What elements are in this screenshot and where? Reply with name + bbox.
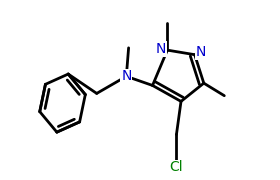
Text: Cl: Cl: [170, 160, 183, 174]
Text: N: N: [156, 42, 166, 56]
Text: N: N: [196, 45, 206, 59]
Text: N: N: [121, 69, 132, 83]
